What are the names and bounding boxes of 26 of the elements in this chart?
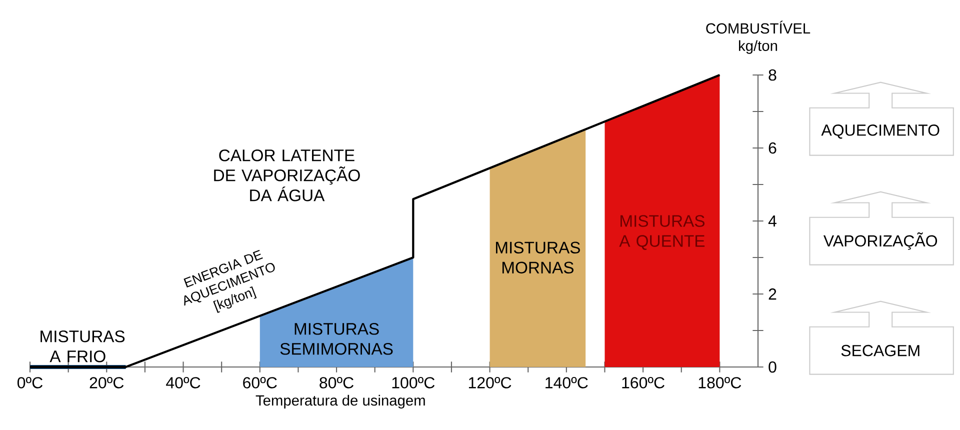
x-tick-label: 180ºC	[698, 377, 742, 388]
text: VAPORIZAÇÃO	[823, 232, 938, 250]
y-tick-label: 8	[768, 69, 776, 81]
x-tick-label: 160ºC	[622, 377, 664, 388]
x-axis-title: Temperatura de usinagem	[256, 394, 425, 409]
y-tick-label: 0	[768, 361, 776, 373]
series-label: MISTURAS MORNAS	[496, 242, 580, 274]
annotation: CALOR LATENTE DE VAPORIZAÇÃO DA ÁGUA	[214, 149, 360, 202]
x-tick-label: 20ºC	[90, 377, 124, 388]
x-tick-label: 80ºC	[320, 377, 354, 388]
x-tick-label: 0ºC	[17, 377, 43, 388]
x-tick-label: 100ºC	[392, 377, 435, 388]
x-tick-label: 140ºC	[546, 377, 588, 388]
series-label: MISTURAS A QUENTE	[619, 215, 705, 250]
series-label: MISTURAS SEMIMORNAS	[280, 323, 393, 355]
y-tick-label: 4	[768, 216, 776, 227]
text: SECAGEM	[841, 344, 920, 356]
series-label: MISTURAS A FRIO	[40, 330, 125, 362]
text: AQUECIMENTO	[821, 124, 940, 139]
y-axis-title: COMBUSTÍVEL kg/ton	[706, 20, 810, 54]
x-tick-label: 120ºC	[468, 377, 512, 388]
y-tick-label: 6	[768, 142, 776, 154]
x-tick-label: 60ºC	[243, 377, 277, 388]
line-series	[28, 74, 721, 368]
x-tick-label: 40ºC	[166, 377, 200, 388]
y-tick-label: 2	[768, 288, 776, 300]
